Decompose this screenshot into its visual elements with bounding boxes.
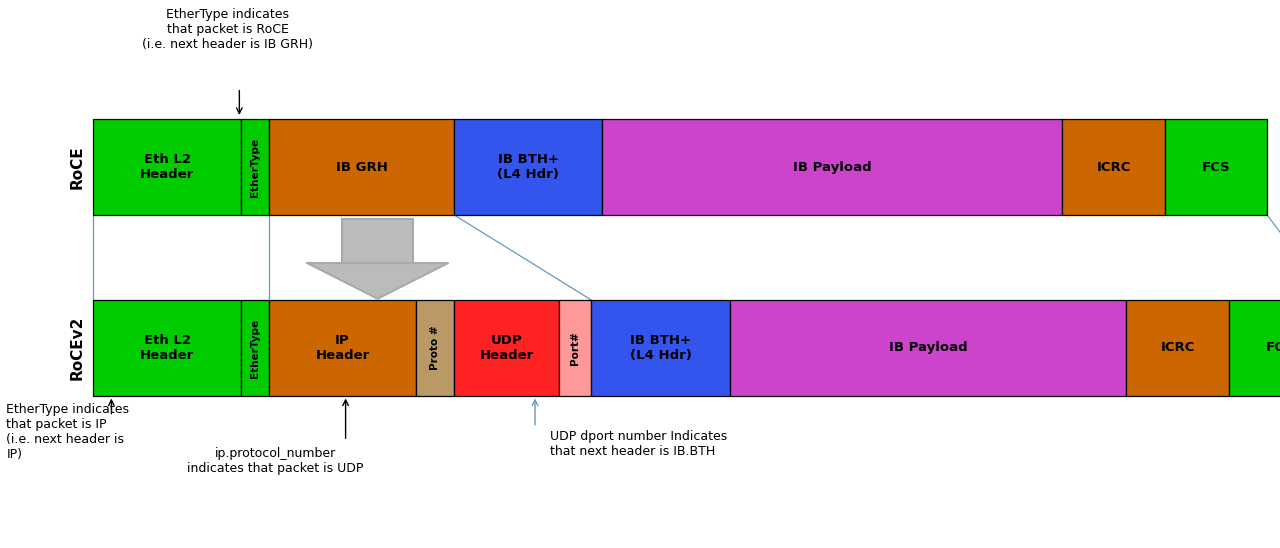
Text: IB BTH+
(L4 Hdr): IB BTH+ (L4 Hdr)	[497, 153, 559, 181]
Bar	[269, 300, 416, 396]
Bar	[1062, 119, 1165, 215]
Text: EtherType: EtherType	[250, 138, 260, 197]
Text: IB GRH: IB GRH	[335, 161, 388, 174]
Text: EtherType: EtherType	[250, 318, 260, 378]
Text: IP
Header: IP Header	[315, 334, 370, 362]
Bar	[454, 300, 559, 396]
Text: EtherType indicates
that packet is IP
(i.e. next header is
IP): EtherType indicates that packet is IP (i…	[6, 403, 129, 461]
Text: ICRC: ICRC	[1097, 161, 1130, 174]
Bar	[241, 300, 269, 396]
Polygon shape	[307, 263, 448, 299]
Bar	[93, 119, 241, 215]
Bar	[730, 300, 1126, 396]
Text: FCS: FCS	[1266, 341, 1280, 355]
Bar	[602, 119, 1062, 215]
Bar	[559, 300, 591, 396]
Bar	[416, 300, 454, 396]
Text: UDP dport number Indicates
that next header is IB.BTH: UDP dport number Indicates that next hea…	[550, 430, 727, 458]
Text: Eth L2
Header: Eth L2 Header	[140, 334, 195, 362]
Text: IB Payload: IB Payload	[792, 161, 872, 174]
Text: RoCEv2: RoCEv2	[69, 316, 84, 380]
Text: IB Payload: IB Payload	[888, 341, 968, 355]
Text: EtherType indicates
that packet is RoCE
(i.e. next header is IB GRH): EtherType indicates that packet is RoCE …	[142, 8, 314, 51]
Text: Proto #: Proto #	[430, 326, 440, 370]
Text: RoCE: RoCE	[69, 145, 84, 189]
Bar	[591, 300, 730, 396]
Text: ip.protocol_number
indicates that packet is UDP: ip.protocol_number indicates that packet…	[187, 447, 364, 475]
Bar	[1126, 300, 1229, 396]
Text: UDP
Header: UDP Header	[480, 334, 534, 362]
Bar	[1165, 119, 1267, 215]
Bar	[269, 119, 454, 215]
Bar	[343, 219, 412, 263]
Bar	[241, 119, 269, 215]
Text: FCS: FCS	[1202, 161, 1230, 174]
Text: Eth L2
Header: Eth L2 Header	[140, 153, 195, 181]
Text: ICRC: ICRC	[1161, 341, 1194, 355]
Bar	[454, 119, 602, 215]
Text: Port#: Port#	[571, 331, 580, 365]
Bar	[93, 300, 241, 396]
Bar	[1229, 300, 1280, 396]
Text: IB BTH+
(L4 Hdr): IB BTH+ (L4 Hdr)	[630, 334, 691, 362]
